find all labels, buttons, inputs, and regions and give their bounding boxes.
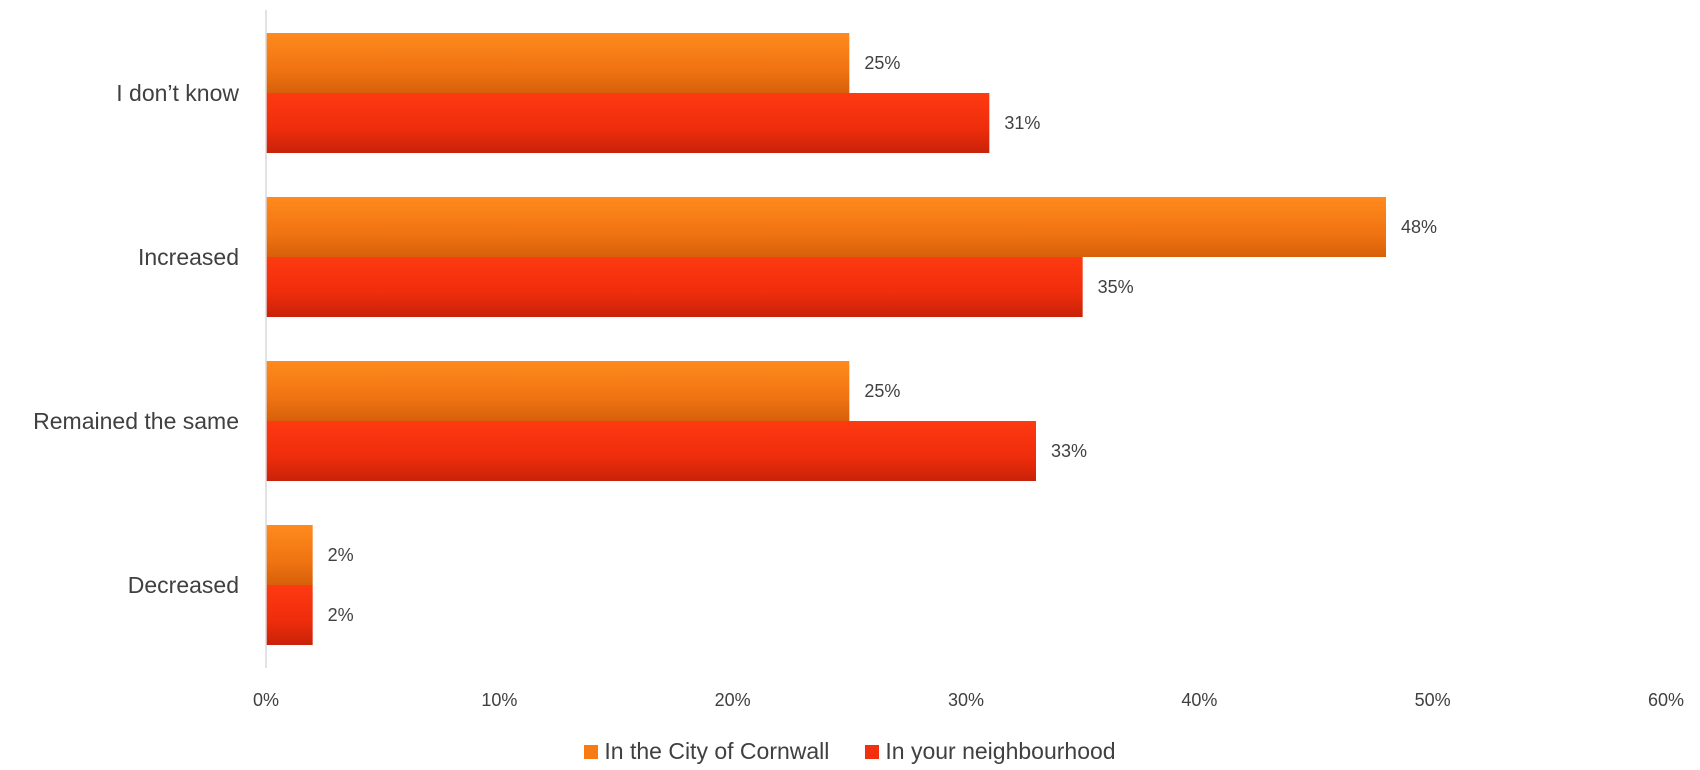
bar-chart: I don’t know 25% 31% Increased 48% 35% Remaine… — [33, 10, 1684, 710]
legend-label: In the City of Cornwall — [604, 738, 830, 764]
bar-city — [266, 197, 1386, 257]
bar-city — [266, 361, 850, 421]
bar-neighbourhood — [266, 93, 990, 153]
bar-neighbourhood — [266, 421, 1036, 481]
bar-neighbourhood — [266, 585, 313, 645]
bar-city — [266, 525, 313, 585]
legend-label: In your neighbourhood — [885, 738, 1116, 764]
legend-item: In your neighbourhood — [865, 738, 1116, 765]
x-tick-label: 0% — [253, 690, 279, 710]
data-label: 31% — [1004, 113, 1040, 133]
category-label: Remained the same — [33, 408, 239, 434]
data-label: 2% — [328, 605, 354, 625]
x-tick-label: 60% — [1648, 690, 1684, 710]
bar-city — [266, 33, 850, 93]
legend: In the City of Cornwall In your neighbour… — [0, 738, 1700, 765]
x-tick-label: 50% — [1415, 690, 1451, 710]
data-label: 35% — [1098, 277, 1134, 297]
data-label: 48% — [1401, 217, 1437, 237]
data-label: 2% — [328, 545, 354, 565]
legend-swatch — [584, 744, 599, 759]
data-label: 33% — [1051, 441, 1087, 461]
category-label: Increased — [138, 244, 239, 270]
x-tick-label: 40% — [1181, 690, 1217, 710]
data-label: 25% — [864, 53, 900, 73]
bar-neighbourhood — [266, 257, 1083, 317]
x-tick-label: 30% — [948, 690, 984, 710]
category-label: Decreased — [128, 572, 239, 598]
legend-swatch — [865, 744, 880, 759]
category-label: I don’t know — [116, 80, 239, 106]
x-tick-label: 20% — [715, 690, 751, 710]
legend-item: In the City of Cornwall — [584, 738, 829, 765]
x-tick-label: 10% — [481, 690, 517, 710]
data-label: 25% — [864, 381, 900, 401]
